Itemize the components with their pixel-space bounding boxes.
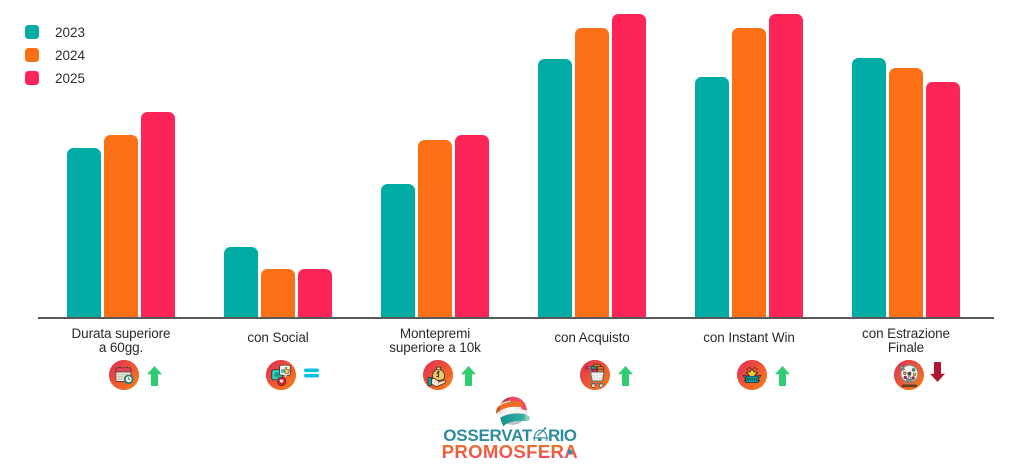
svg-text:RIO: RIO xyxy=(548,426,577,445)
svg-text:WIN: WIN xyxy=(747,377,758,383)
svg-text:PROMOSFERA: PROMOSFERA xyxy=(442,441,578,462)
svg-text:OSSERVAT: OSSERVAT xyxy=(443,426,533,445)
